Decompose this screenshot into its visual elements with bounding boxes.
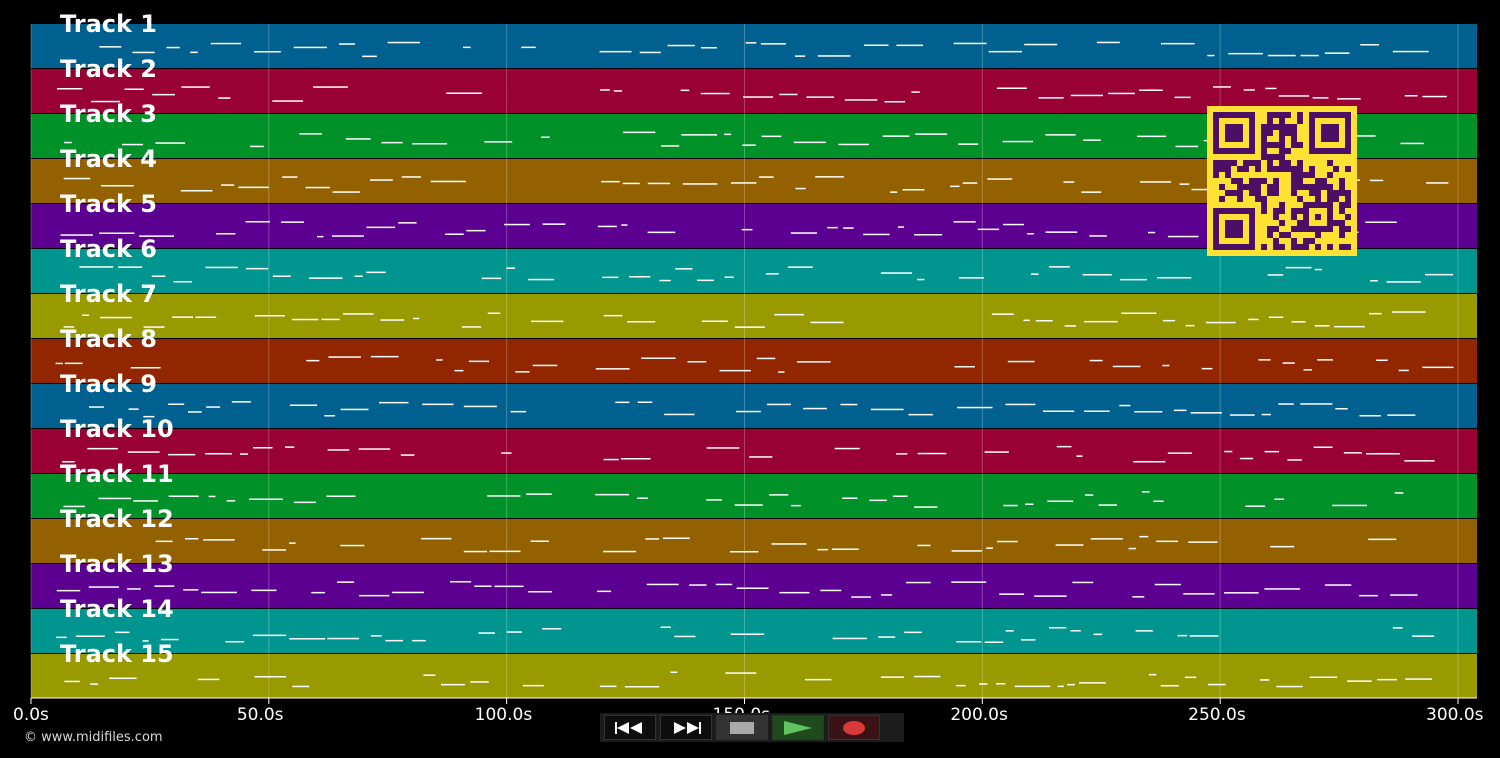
track-label-7: Track 7 (60, 280, 158, 308)
track-lane-8 (31, 339, 1477, 383)
track-notes-8 (55, 355, 1454, 373)
fast-forward-button[interactable] (660, 715, 712, 740)
track-label-11: Track 11 (60, 460, 174, 488)
rewind-button[interactable] (604, 715, 656, 740)
track-label-2: Track 2 (60, 55, 158, 83)
track-lane-13 (31, 564, 1477, 608)
track-lane-11 (31, 474, 1477, 518)
track-notes-15 (64, 671, 1432, 688)
play-button[interactable] (772, 715, 824, 740)
track-notes-7 (63, 311, 1426, 328)
track-lane-1 (31, 24, 1477, 68)
track-notes-13 (56, 581, 1418, 598)
track-lane-6 (31, 249, 1477, 293)
play-icon (784, 720, 812, 735)
fast-forward-icon (674, 721, 701, 734)
copyright-text: © www.midifiles.com (24, 730, 163, 745)
record-button[interactable] (828, 715, 880, 740)
track-notes-6 (79, 266, 1454, 283)
track-label-3: Track 3 (60, 100, 158, 128)
track-label-10: Track 10 (60, 415, 174, 443)
track-label-5: Track 5 (60, 190, 158, 218)
track-notes-12 (155, 535, 1397, 553)
track-lane-15 (31, 654, 1477, 698)
qr-code-icon (1207, 106, 1357, 256)
stop-button[interactable] (716, 715, 768, 740)
time-tick-label: 100.0s (474, 705, 533, 725)
track-label-15: Track 15 (60, 640, 174, 668)
time-tick-label: 250.0s (1188, 705, 1246, 725)
time-tick-label: 300.0s (1426, 705, 1484, 725)
track-label-14: Track 14 (60, 595, 174, 623)
track-notes-11 (63, 491, 1404, 508)
time-tick-label: 0.0s (13, 705, 49, 725)
track-lane-12 (31, 519, 1477, 563)
track-lane-2 (31, 69, 1477, 113)
time-tick-label: 50.0s (236, 705, 284, 725)
track-notes-10 (62, 445, 1435, 463)
track-lane-9 (31, 384, 1477, 428)
track-notes-14 (56, 626, 1435, 643)
track-notes-2 (57, 86, 1447, 103)
track-notes-1 (99, 41, 1429, 58)
record-icon (843, 720, 865, 735)
track-lane-7 (31, 294, 1477, 338)
rewind-icon (615, 721, 642, 734)
time-tick-label: 200.0s (950, 705, 1008, 725)
track-label-9: Track 9 (60, 370, 158, 398)
track-notes-9 (89, 401, 1416, 418)
stop-icon (730, 721, 754, 734)
track-label-1: Track 1 (60, 10, 158, 38)
track-label-6: Track 6 (60, 235, 158, 263)
track-label-4: Track 4 (60, 145, 158, 173)
track-label-8: Track 8 (60, 325, 158, 353)
track-lane-10 (31, 429, 1477, 473)
track-label-12: Track 12 (60, 505, 174, 533)
track-label-13: Track 13 (60, 550, 174, 578)
track-lane-14 (31, 609, 1477, 653)
transport-controls (600, 713, 904, 742)
